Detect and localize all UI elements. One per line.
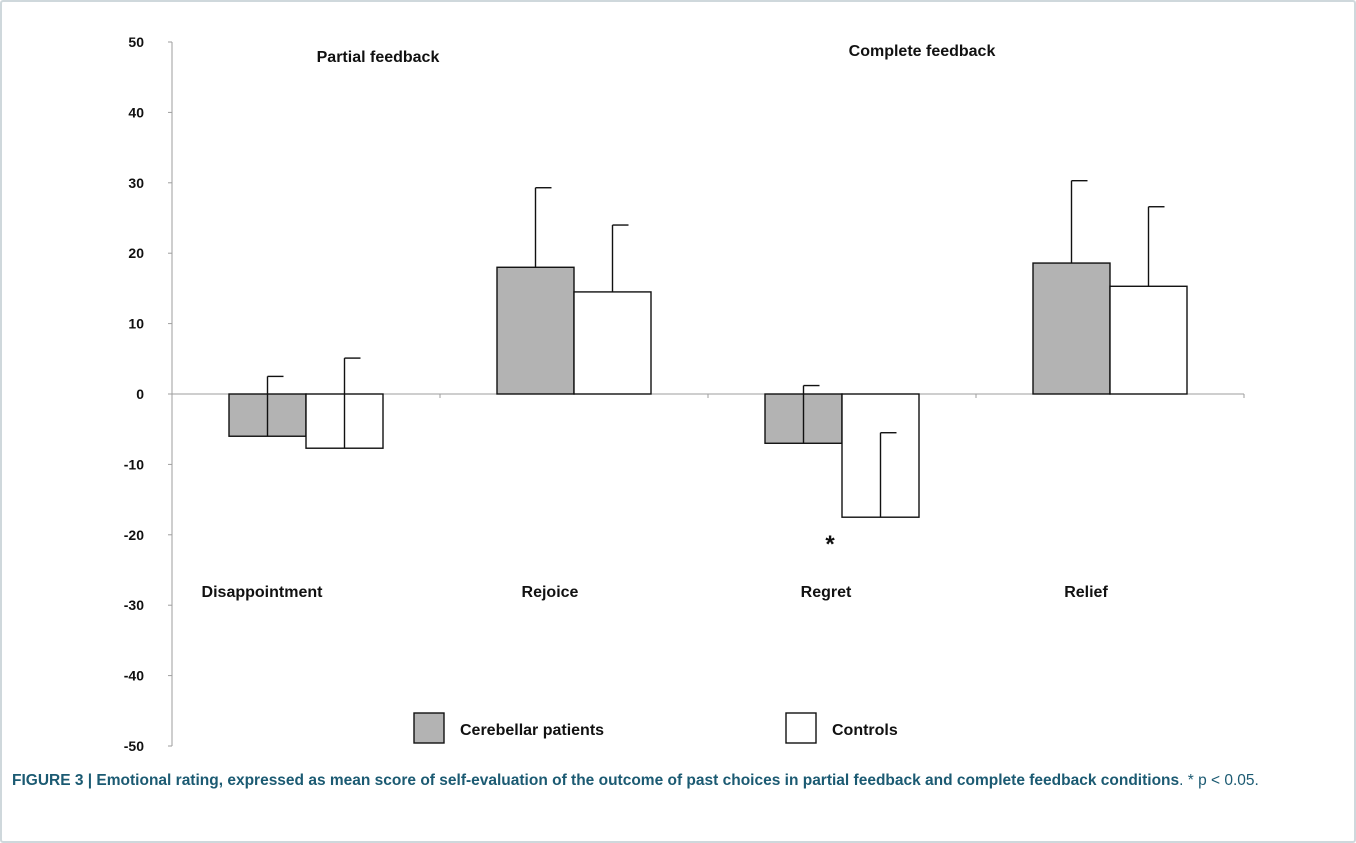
category-label: Relief xyxy=(1064,584,1108,601)
bar-chart: 50 40 30 20 10 0 -10 -20 -30 -40 -50 Disappointmen… xyxy=(124,34,1245,754)
bar-controls xyxy=(1109,285,1188,395)
group-label-partial: Partial feedback xyxy=(317,49,440,66)
y-tick-label: 40 xyxy=(128,104,144,120)
caption-title: FIGURE 3 | Emotional rating, expressed a… xyxy=(12,772,1180,789)
y-tick-label: -50 xyxy=(124,738,144,754)
category-label: Regret xyxy=(801,584,852,601)
y-tick-label: -40 xyxy=(124,668,144,684)
labels: Disappointment Rejoice Regret Relief Partial… xyxy=(202,43,1109,601)
bar-controls xyxy=(573,291,652,395)
figure-caption: FIGURE 3 | Emotional rating, expressed a… xyxy=(12,770,1332,791)
legend-label-patients: Cerebellar patients xyxy=(460,722,604,739)
y-tick-label: -20 xyxy=(124,527,144,543)
y-tick-label: 10 xyxy=(128,316,144,332)
y-tick-label: -10 xyxy=(124,456,144,472)
group-label-complete: Complete feedback xyxy=(849,43,996,60)
bars xyxy=(228,179,1188,518)
legend: Cerebellar patients Controls xyxy=(413,712,898,744)
legend-swatch-patients xyxy=(413,712,445,744)
y-tick-label: 20 xyxy=(128,245,144,261)
category-label: Rejoice xyxy=(522,584,579,601)
legend-label-controls: Controls xyxy=(832,722,898,739)
legend-swatch-controls xyxy=(785,712,817,744)
bar-patients xyxy=(1032,262,1111,395)
category-label: Disappointment xyxy=(202,584,324,601)
y-tick-label: 0 xyxy=(136,386,144,402)
y-tick-label: 30 xyxy=(128,175,144,191)
bar-patients xyxy=(496,266,575,395)
y-tick-label: -30 xyxy=(124,597,144,613)
significance-marker: * xyxy=(825,531,835,558)
caption-note: . * p < 0.05. xyxy=(1179,772,1259,789)
y-tick-label: 50 xyxy=(128,34,144,50)
